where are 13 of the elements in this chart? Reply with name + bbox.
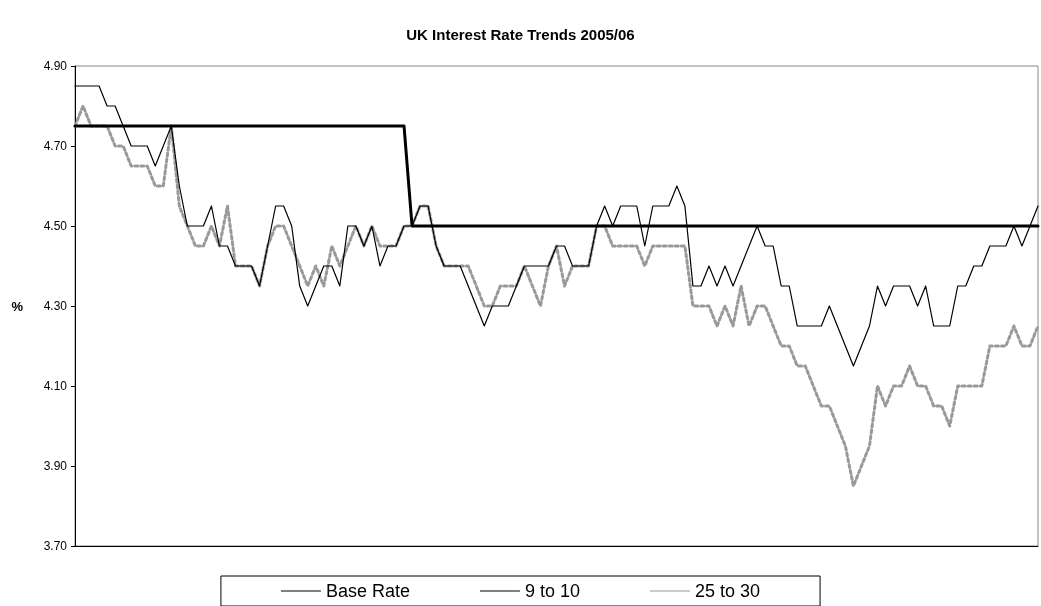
y-tick-label: 3.90 [43, 459, 68, 473]
y-axis-title: % [11, 298, 24, 314]
line-series [73, 104, 1040, 488]
y-tick-label: 4.90 [43, 59, 68, 73]
y-tick-label: 3.70 [43, 539, 68, 553]
y-tick-label: 4.70 [43, 139, 68, 153]
legend-label: 25 to 30 [695, 581, 761, 601]
y-tick-label: 4.30 [43, 299, 68, 313]
y-tick-label: 4.50 [43, 219, 68, 233]
legend-label: Base Rate [325, 581, 410, 601]
legend-label: 9 to 10 [524, 581, 581, 601]
y-tick-label: 4.10 [43, 379, 68, 393]
chart-title: UK Interest Rate Trends 2005/06 [406, 26, 635, 43]
